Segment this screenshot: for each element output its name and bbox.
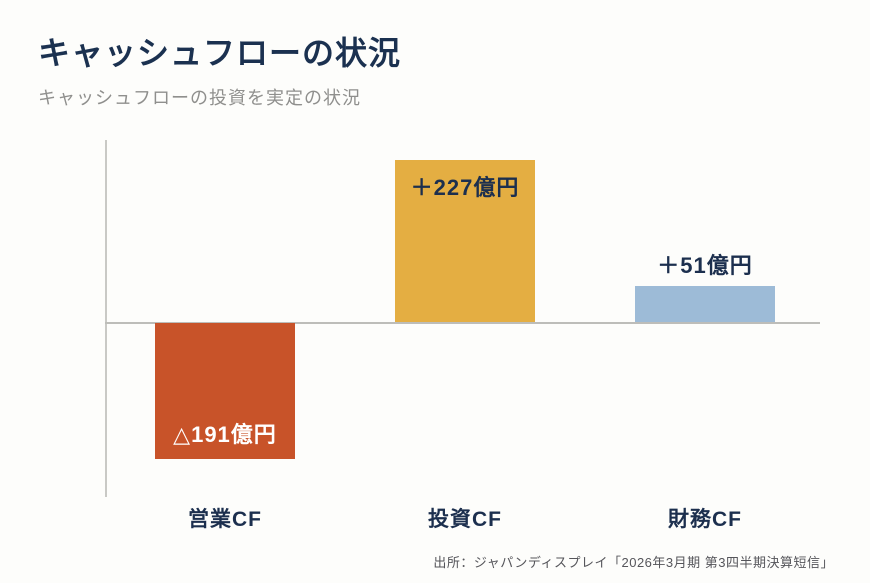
x-axis-label-投資CF: 投資CF: [428, 508, 502, 531]
x-axis-labels: 営業CF 投資CF 財務CF: [105, 503, 820, 535]
chart-bar-営業CF: [155, 323, 295, 459]
zero-baseline: [105, 322, 820, 324]
source-note: 出所：ジャパンディスプレイ「2026年3月期 第3四半期決算短信」: [433, 555, 834, 570]
page-subtitle: キャッシュフローの投資を実定の状況: [38, 88, 361, 108]
value-label-投資CF: ＋227億円: [410, 175, 520, 200]
chart-bar-財務CF: [635, 286, 775, 322]
x-axis-label-財務CF: 財務CF: [668, 508, 742, 531]
bar-chart: △191億円 ＋227億円 ＋51億円: [105, 140, 820, 497]
value-label-営業CF: △191億円: [173, 422, 277, 447]
x-axis-label-営業CF: 営業CF: [188, 508, 262, 531]
value-label-財務CF: ＋51億円: [657, 253, 753, 278]
chart-bar-投資CF: [395, 160, 535, 322]
page-title: キャッシュフローの状況: [38, 35, 402, 71]
y-axis-line: [105, 140, 107, 497]
